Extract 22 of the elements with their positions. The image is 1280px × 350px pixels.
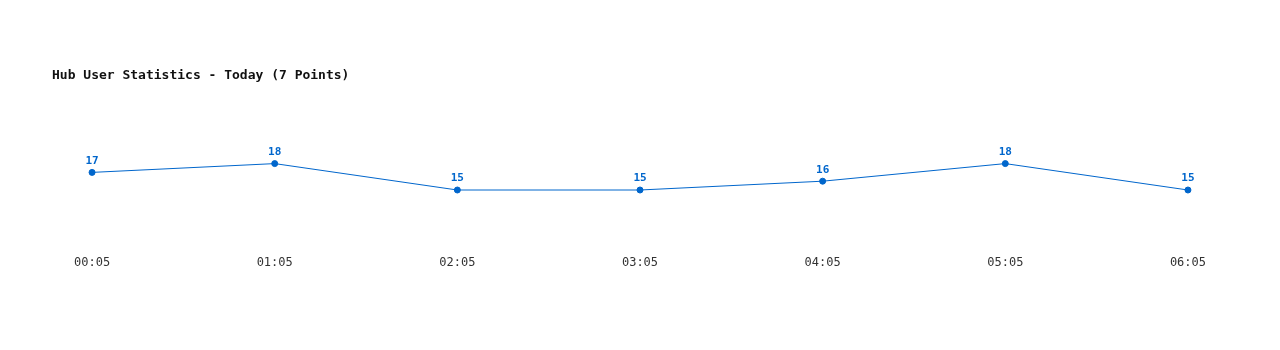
- point: [453, 186, 461, 194]
- data-label: 18: [268, 144, 282, 158]
- data-label: 15: [633, 171, 647, 185]
- data-label: 15: [1181, 171, 1195, 185]
- x-tick-label: 05:05: [987, 255, 1024, 270]
- x-tick-label: 02:05: [439, 255, 476, 270]
- point: [1001, 160, 1009, 168]
- point: [636, 186, 644, 194]
- data-label: 17: [85, 153, 99, 167]
- x-tick-label: 06:05: [1169, 255, 1206, 270]
- point: [271, 160, 279, 168]
- point: [88, 168, 96, 176]
- x-tick-label: 03:05: [621, 255, 659, 270]
- data-label: 15: [450, 171, 464, 185]
- data-label: 18: [998, 144, 1012, 158]
- data-label: 16: [816, 162, 830, 176]
- x-tick-label: 04:05: [804, 255, 841, 270]
- x-tick-label: 00:05: [74, 255, 111, 270]
- point: [1184, 186, 1192, 194]
- point: [819, 177, 827, 185]
- x-tick-label: 01:05: [256, 255, 293, 270]
- chart-title: Hub User Statistics - Today (7 Points): [52, 67, 350, 83]
